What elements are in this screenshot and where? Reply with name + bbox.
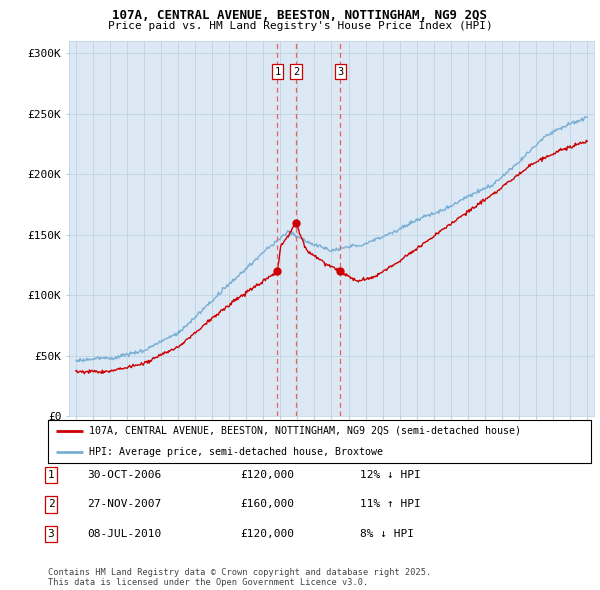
Text: 8% ↓ HPI: 8% ↓ HPI (360, 529, 414, 539)
Text: £120,000: £120,000 (240, 529, 294, 539)
Text: 3: 3 (47, 529, 55, 539)
Text: 1: 1 (47, 470, 55, 480)
Text: 1: 1 (274, 67, 281, 77)
Text: HPI: Average price, semi-detached house, Broxtowe: HPI: Average price, semi-detached house,… (89, 447, 383, 457)
Text: 2: 2 (293, 67, 299, 77)
Text: £160,000: £160,000 (240, 500, 294, 509)
Text: 27-NOV-2007: 27-NOV-2007 (87, 500, 161, 509)
Text: 11% ↑ HPI: 11% ↑ HPI (360, 500, 421, 509)
Text: 107A, CENTRAL AVENUE, BEESTON, NOTTINGHAM, NG9 2QS: 107A, CENTRAL AVENUE, BEESTON, NOTTINGHA… (113, 9, 487, 22)
Text: 08-JUL-2010: 08-JUL-2010 (87, 529, 161, 539)
Text: £120,000: £120,000 (240, 470, 294, 480)
Text: 2: 2 (47, 500, 55, 509)
Text: Price paid vs. HM Land Registry's House Price Index (HPI): Price paid vs. HM Land Registry's House … (107, 21, 493, 31)
Text: 107A, CENTRAL AVENUE, BEESTON, NOTTINGHAM, NG9 2QS (semi-detached house): 107A, CENTRAL AVENUE, BEESTON, NOTTINGHA… (89, 426, 521, 436)
Text: Contains HM Land Registry data © Crown copyright and database right 2025.
This d: Contains HM Land Registry data © Crown c… (48, 568, 431, 587)
Text: 3: 3 (337, 67, 343, 77)
Text: 30-OCT-2006: 30-OCT-2006 (87, 470, 161, 480)
Text: 12% ↓ HPI: 12% ↓ HPI (360, 470, 421, 480)
